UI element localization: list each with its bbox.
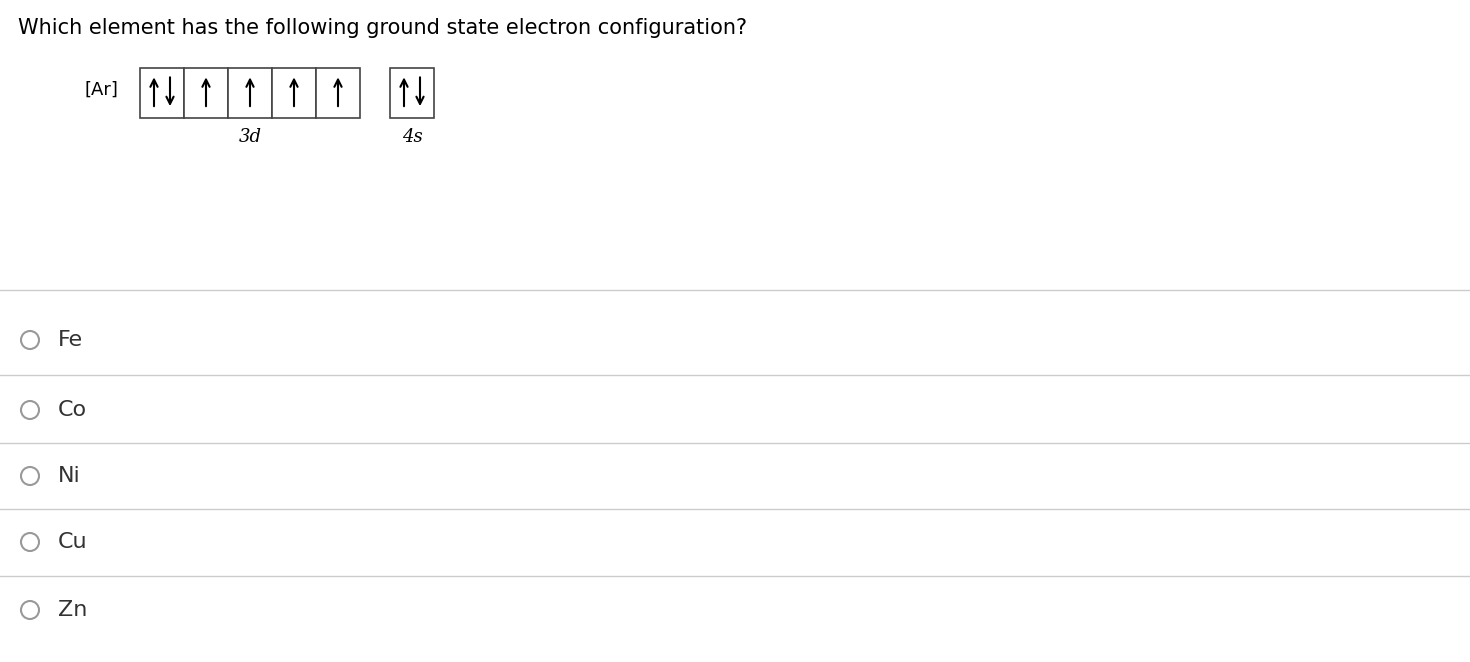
- Bar: [228, 68, 272, 118]
- Text: 3d: 3d: [238, 128, 262, 146]
- Bar: [390, 68, 434, 118]
- Text: Fe: Fe: [57, 330, 84, 350]
- Bar: [272, 68, 316, 118]
- Text: 4s: 4s: [401, 128, 422, 146]
- Text: Zn: Zn: [57, 600, 87, 620]
- Text: Cu: Cu: [57, 532, 88, 552]
- Text: Co: Co: [57, 400, 87, 420]
- Text: Which element has the following ground state electron configuration?: Which element has the following ground s…: [18, 18, 747, 38]
- Text: [Ar]: [Ar]: [84, 81, 118, 99]
- Bar: [140, 68, 184, 118]
- Bar: [184, 68, 228, 118]
- Bar: [316, 68, 360, 118]
- Text: Ni: Ni: [57, 466, 81, 486]
